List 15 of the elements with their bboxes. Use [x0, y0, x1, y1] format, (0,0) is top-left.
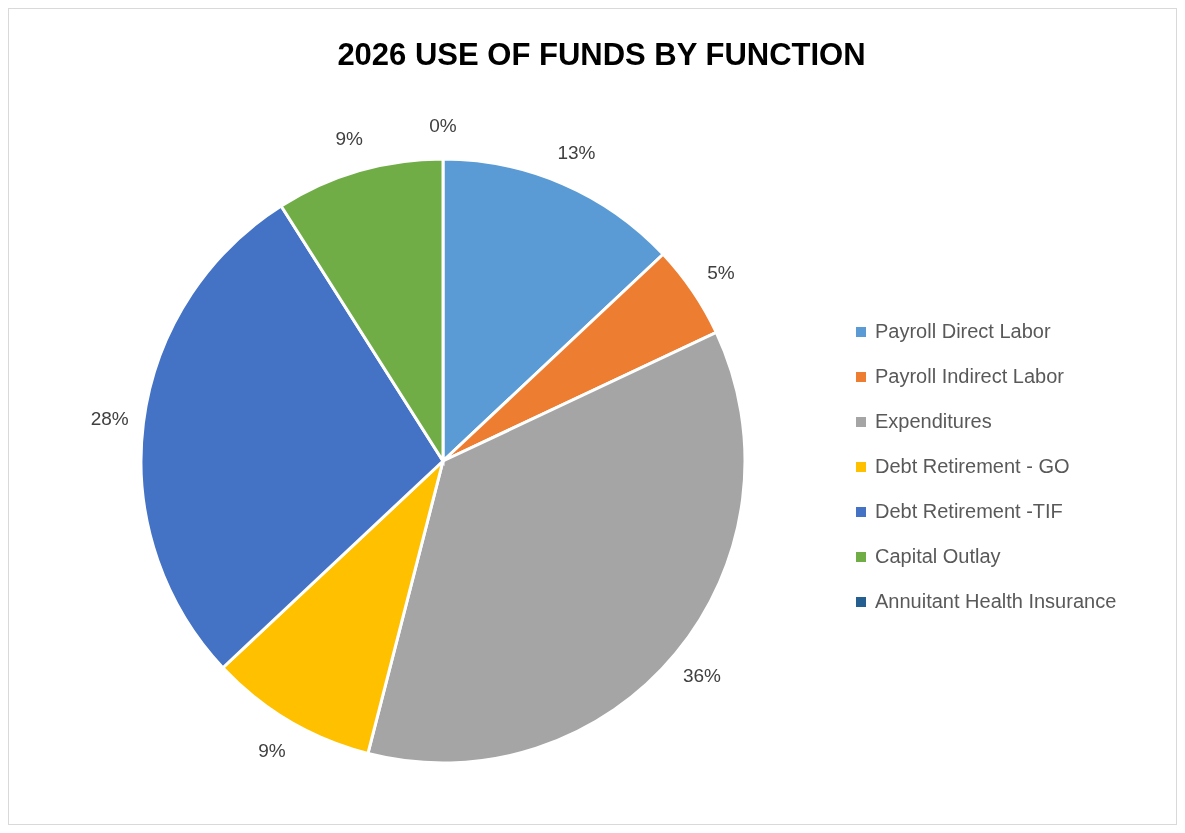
legend-label: Expenditures — [875, 410, 992, 433]
data-label: 36% — [682, 664, 722, 686]
text: 0% — [429, 114, 457, 136]
data-label: 9% — [258, 739, 286, 761]
legend-label: Debt Retirement -TIF — [875, 500, 1063, 523]
legend-label: Annuitant Health Insurance — [875, 590, 1117, 613]
legend-label: Payroll Indirect Labor — [875, 365, 1064, 388]
legend-label: Payroll Direct Labor — [875, 320, 1051, 343]
data-label: 5% — [707, 261, 735, 283]
data-label: 9% — [335, 127, 364, 149]
legend-label: Debt Retirement - GO — [875, 455, 1070, 478]
data-label: 13% — [557, 142, 596, 164]
chart-title: 2026 USE OF FUNDS BY FUNCTION — [336, 37, 867, 73]
legend-label: Capital Outlay — [875, 545, 1001, 568]
data-label: 28% — [90, 408, 129, 430]
